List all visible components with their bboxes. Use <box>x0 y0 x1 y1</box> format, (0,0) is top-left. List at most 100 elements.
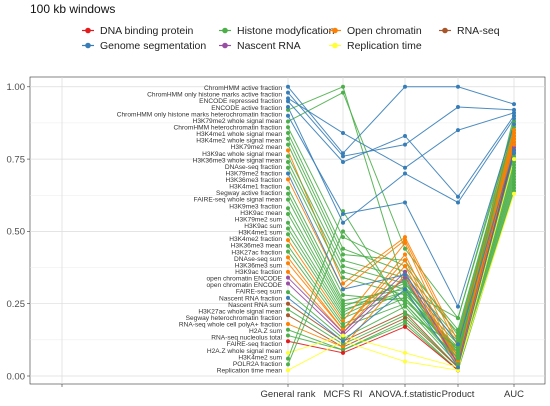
legend-label: Open chromatin <box>347 25 422 37</box>
series-point <box>341 229 345 234</box>
series-point <box>456 304 460 309</box>
series-point <box>512 159 516 164</box>
series-point <box>341 319 345 324</box>
series-point <box>403 240 407 245</box>
y-tick-label: 0.25 <box>7 299 26 310</box>
series-point <box>341 264 345 269</box>
legend-swatch-point <box>332 27 338 34</box>
legend-item: Replication time <box>329 40 422 52</box>
feature-label: H3K27ac fraction <box>231 249 282 256</box>
series-point <box>341 252 345 257</box>
feature-label: ChromHMM only histone marks heterochroma… <box>117 111 283 118</box>
series-point <box>341 235 345 240</box>
series-point <box>341 209 345 214</box>
series-point <box>286 165 290 170</box>
series-point <box>512 154 516 159</box>
series-point <box>341 307 345 312</box>
series-point <box>341 324 345 329</box>
feature-label: ENCODE repressed fraction <box>199 98 282 105</box>
series-point <box>512 102 516 107</box>
series-point <box>456 200 460 205</box>
series-point <box>286 232 290 237</box>
legend-item: Open chromatin <box>329 25 422 37</box>
series-point <box>403 171 407 176</box>
series-point <box>341 220 345 225</box>
series-point <box>286 142 290 147</box>
series-point <box>341 321 345 326</box>
series-point <box>456 368 460 373</box>
series-point <box>341 310 345 315</box>
series-point <box>286 131 290 136</box>
legend-swatch-point <box>332 42 338 49</box>
series-point <box>512 107 516 112</box>
series-point <box>286 226 290 231</box>
series-point <box>403 350 407 355</box>
series-point <box>403 235 407 240</box>
series-point <box>286 333 290 338</box>
series-point <box>403 298 407 303</box>
feature-label: FAIRE-seq whole signal mean <box>194 197 283 204</box>
series-point <box>403 278 407 283</box>
legend-label: RNA-seq <box>457 25 500 37</box>
feature-label: ChromHMM active fraction <box>204 85 282 92</box>
series-point <box>403 238 407 243</box>
series-point <box>286 113 290 118</box>
y-tick-label: 0.00 <box>7 371 26 382</box>
legend-swatch-point <box>222 42 228 49</box>
series-point <box>286 96 290 101</box>
series-point <box>286 90 290 95</box>
x-tick-label: General rank <box>261 389 316 400</box>
series-point <box>286 321 290 326</box>
series-point <box>512 119 516 124</box>
feature-label: Segway active fraction <box>216 190 282 197</box>
series-point <box>403 301 407 306</box>
series-point <box>403 359 407 364</box>
legend-swatch-point <box>85 42 91 49</box>
series-point <box>341 339 345 344</box>
series-point <box>286 261 290 266</box>
series-point <box>512 139 516 144</box>
series-point <box>512 168 516 173</box>
feature-label: H3K9me3 fraction <box>229 203 282 210</box>
series-point <box>512 133 516 138</box>
series-point <box>341 327 345 332</box>
series-point <box>341 304 345 309</box>
series-point <box>456 330 460 335</box>
feature-label: ChromHMM only histone marks active fract… <box>147 92 282 99</box>
series-point <box>286 269 290 274</box>
series-point <box>341 90 345 95</box>
series-point <box>341 298 345 303</box>
series-point <box>286 177 290 182</box>
series-point <box>341 269 345 274</box>
legend-item: DNA binding protein <box>82 25 194 37</box>
series-point <box>341 131 345 136</box>
series-point <box>286 212 290 217</box>
series-point <box>403 165 407 170</box>
feature-label: H3K9ac mean <box>240 210 282 217</box>
chart-title: 100 kb windows <box>30 2 115 16</box>
series-point <box>456 339 460 344</box>
series-point <box>512 145 516 150</box>
x-tick-label: ANOVA.f.statistic <box>369 389 441 400</box>
series-point <box>512 116 516 121</box>
series-point <box>403 287 407 292</box>
series-point <box>341 293 345 298</box>
series-point <box>341 301 345 306</box>
series-point <box>403 269 407 274</box>
feature-label: RNA-seq whole cell polyA+ fraction <box>179 322 282 329</box>
series-point <box>456 365 460 370</box>
feature-label: FAIRE-seq fraction <box>227 341 283 348</box>
legend-swatch-point <box>85 27 91 34</box>
series-point <box>341 345 345 350</box>
series-point <box>286 119 290 124</box>
series-point <box>341 151 345 156</box>
series-point <box>403 321 407 326</box>
series-point <box>403 252 407 257</box>
series-point <box>286 301 290 306</box>
legend-swatch-point <box>222 27 228 34</box>
legend-label: Nascent RNA <box>237 40 301 52</box>
series-point <box>403 290 407 295</box>
feature-label: H3K4me1 sum <box>238 230 282 237</box>
series-point <box>512 174 516 179</box>
x-tick-label: AUC <box>504 389 524 400</box>
